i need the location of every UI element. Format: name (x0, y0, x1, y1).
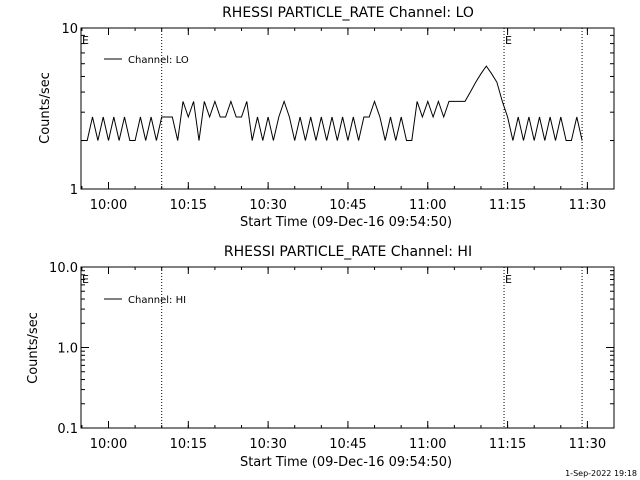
x-tick-label: 10:30 (249, 437, 286, 452)
plot-frame (80, 266, 615, 429)
y-axis-label: Counts/sec (38, 72, 53, 144)
event-flag: E (505, 273, 512, 286)
x-tick-label: 10:45 (329, 198, 366, 213)
series-line (81, 65, 583, 141)
y-tick-label: 10.0 (49, 261, 78, 276)
x-tick-label: 10:00 (90, 198, 127, 213)
x-tick-label: 11:30 (569, 437, 606, 452)
left-event-flag: E (82, 273, 89, 286)
x-tick-label: 10:30 (249, 198, 286, 213)
y-tick-label: 1 (70, 183, 78, 198)
legend-label: Channel: HI (128, 295, 186, 306)
y-tick-label: 0.1 (57, 422, 78, 437)
x-axis-label: Start Time (09-Dec-16 09:54:50) (240, 455, 452, 470)
x-tick-label: 11:30 (569, 198, 606, 213)
chart-title: RHESSI PARTICLE_RATE Channel: LO (222, 5, 474, 21)
x-tick-label: 10:15 (170, 437, 207, 452)
x-axis-label: Start Time (09-Dec-16 09:54:50) (240, 215, 452, 230)
x-tick-label: 11:00 (409, 198, 446, 213)
y-axis-label: Counts/sec (26, 312, 41, 384)
x-tick-label: 11:00 (409, 437, 446, 452)
event-flag: E (505, 34, 512, 47)
lo-channel-panel: RHESSI PARTICLE_RATE Channel: LO Counts/… (38, 5, 615, 230)
x-tick-label: 10:45 (329, 437, 366, 452)
x-tick-label: 10:00 (90, 437, 127, 452)
y-tick-label: 1.0 (57, 342, 78, 357)
x-tick-label: 11:15 (489, 437, 526, 452)
timestamp: 1-Sep-2022 19:18 (565, 469, 637, 478)
x-tick-label: 11:15 (489, 198, 526, 213)
x-tick-label: 10:15 (170, 198, 207, 213)
plot-frame (80, 27, 615, 190)
chart-title: RHESSI PARTICLE_RATE Channel: HI (224, 244, 472, 260)
legend-label: Channel: LO (128, 55, 189, 66)
y-tick-label: 10 (61, 22, 78, 37)
hi-channel-panel: RHESSI PARTICLE_RATE Channel: HI Counts/… (26, 244, 615, 470)
left-event-flag: E (82, 34, 89, 47)
